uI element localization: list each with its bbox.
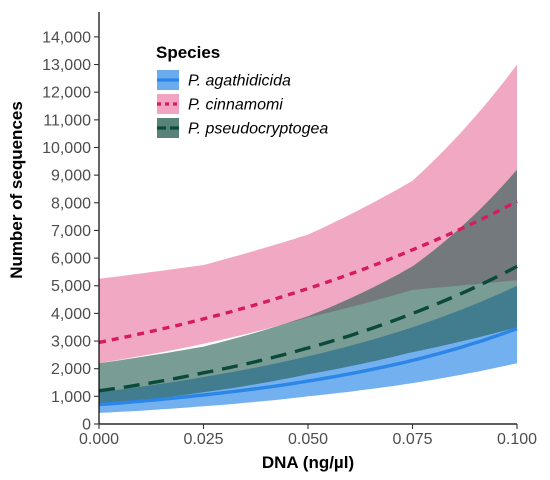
x-tick-label: 0.025 xyxy=(183,431,223,448)
x-tick-label: 0.075 xyxy=(392,431,432,448)
legend-items: P. agathidicida P. cinnamomi P. pseudocryp… xyxy=(157,70,328,138)
y-tick-label: 4,000 xyxy=(51,306,91,323)
y-tick-label: 9,000 xyxy=(51,168,91,185)
x-axis-ticks: 0.000 0.025 0.050 0.075 0.100 xyxy=(79,424,537,448)
y-tick-label: 5,000 xyxy=(51,278,91,295)
fit-lines xyxy=(98,199,518,407)
y-axis-ticks: 0 1,000 2,000 3,000 4,000 5,000 6,000 7,000 8,00… xyxy=(42,29,99,434)
y-tick-label: 6,000 xyxy=(51,251,91,268)
y-tick-label: 8,000 xyxy=(51,195,91,212)
legend-title: Species xyxy=(156,43,220,62)
fit-line-1 xyxy=(98,326,518,407)
y-axis-title: Number of sequences xyxy=(7,101,26,279)
x-tick-label: 0.000 xyxy=(79,431,119,448)
y-tick-label: 13,000 xyxy=(42,57,91,74)
fit-line-2 xyxy=(98,199,518,345)
legend-label-3: P. pseudocryptogea xyxy=(188,121,328,138)
fit-line-3 xyxy=(98,264,518,393)
legend-label-2: P. cinnamomi xyxy=(188,97,283,114)
x-tick-label: 0.100 xyxy=(497,431,537,448)
confidence-bands xyxy=(99,64,517,413)
y-tick-label: 7,000 xyxy=(51,223,91,240)
y-tick-label: 12,000 xyxy=(42,85,91,102)
legend-label-1: P. agathidicida xyxy=(188,73,291,90)
y-tick-label: 11,000 xyxy=(43,112,91,129)
x-axis-title: DNA (ng/µl) xyxy=(262,453,354,472)
band-3 xyxy=(99,169,517,405)
y-tick-label: 10,000 xyxy=(42,140,91,157)
y-tick-label: 0 xyxy=(82,417,91,434)
y-tick-label: 2,000 xyxy=(51,361,91,378)
legend: Species P. agathidicida P. cinnamomi P. ps… xyxy=(156,43,328,138)
legend-swatch-3 xyxy=(157,118,179,138)
y-tick-label: 3,000 xyxy=(51,334,91,351)
y-tick-label: 1,000 xyxy=(51,389,91,406)
x-tick-label: 0.050 xyxy=(288,431,328,448)
y-tick-label: 14,000 xyxy=(42,29,91,46)
